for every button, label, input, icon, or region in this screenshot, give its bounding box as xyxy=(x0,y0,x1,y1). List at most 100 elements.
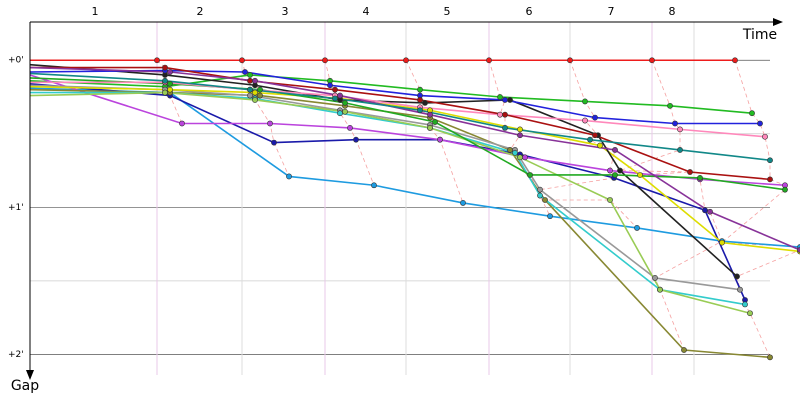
point xyxy=(527,172,533,178)
point xyxy=(257,92,263,99)
point xyxy=(347,125,353,131)
point xyxy=(634,225,640,231)
point xyxy=(592,114,598,121)
point xyxy=(747,310,753,317)
point xyxy=(167,86,173,93)
point xyxy=(607,167,613,174)
point xyxy=(507,147,513,153)
point xyxy=(162,77,168,84)
point xyxy=(432,119,438,125)
x-tick-label: 1 xyxy=(92,5,99,18)
series-line xyxy=(29,85,800,253)
point xyxy=(332,95,338,102)
series-line xyxy=(29,82,746,301)
point xyxy=(247,86,253,93)
point xyxy=(327,82,333,89)
point xyxy=(252,97,258,103)
point xyxy=(371,182,377,189)
lap-link xyxy=(241,60,290,177)
point xyxy=(697,175,703,181)
point xyxy=(417,86,423,93)
point xyxy=(497,111,503,118)
point xyxy=(322,57,328,64)
point xyxy=(762,133,768,140)
point xyxy=(592,132,598,139)
point xyxy=(271,139,277,146)
point xyxy=(767,176,773,183)
point xyxy=(403,57,409,64)
y-axis-label: Gap xyxy=(11,378,39,394)
point xyxy=(486,57,492,64)
point xyxy=(239,57,245,64)
y-tick-label: +1' xyxy=(8,203,24,213)
y-tick-label: +2' xyxy=(8,350,24,360)
point xyxy=(437,136,443,143)
point xyxy=(542,197,548,203)
point xyxy=(337,92,343,99)
x-tick-label: 4 xyxy=(363,5,370,18)
point xyxy=(162,89,168,96)
lap-link xyxy=(720,60,800,358)
series-line xyxy=(29,74,753,114)
y-tick-label: +0' xyxy=(8,56,24,66)
point xyxy=(342,108,348,115)
point xyxy=(737,286,743,293)
point xyxy=(767,157,773,164)
point xyxy=(617,167,623,174)
point xyxy=(672,120,678,127)
point xyxy=(427,111,433,118)
point xyxy=(681,347,687,353)
point xyxy=(247,72,253,78)
x-tick-label: 5 xyxy=(444,5,451,18)
point xyxy=(517,126,523,133)
point xyxy=(502,97,508,103)
point xyxy=(417,97,423,103)
point xyxy=(797,247,800,253)
point xyxy=(637,172,643,178)
point xyxy=(612,147,618,153)
point xyxy=(537,192,543,199)
point xyxy=(547,213,553,220)
point xyxy=(517,132,523,139)
point xyxy=(502,111,508,118)
point xyxy=(342,99,348,106)
lap-link xyxy=(324,60,375,186)
point xyxy=(782,186,788,193)
point xyxy=(512,150,518,156)
point xyxy=(522,154,528,161)
point xyxy=(247,77,253,84)
x-tick-label: 6 xyxy=(526,5,533,18)
point xyxy=(502,125,508,131)
point xyxy=(649,57,655,64)
point xyxy=(582,98,588,105)
point xyxy=(757,120,763,127)
series-line xyxy=(30,91,746,306)
point xyxy=(417,107,423,114)
point xyxy=(507,97,513,103)
point xyxy=(517,154,523,161)
point xyxy=(242,69,248,75)
series-lines xyxy=(29,59,800,359)
point xyxy=(427,125,433,131)
point xyxy=(677,126,683,133)
point xyxy=(422,99,428,106)
point xyxy=(154,57,160,64)
point xyxy=(353,136,359,143)
point xyxy=(257,86,263,93)
point xyxy=(702,207,708,214)
point xyxy=(167,80,173,87)
x-axis-label: Time xyxy=(742,27,777,43)
point xyxy=(652,275,658,281)
series-line xyxy=(29,88,771,359)
point xyxy=(612,172,618,178)
point xyxy=(267,120,273,127)
point xyxy=(667,102,673,109)
point xyxy=(607,197,613,203)
point xyxy=(597,142,603,149)
point xyxy=(587,136,593,143)
x-axis-arrow xyxy=(773,18,783,26)
point xyxy=(252,89,258,96)
point xyxy=(734,273,740,280)
point xyxy=(537,186,543,193)
